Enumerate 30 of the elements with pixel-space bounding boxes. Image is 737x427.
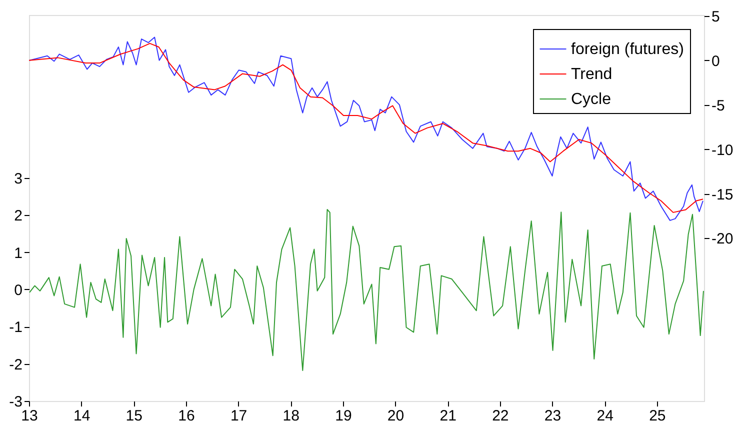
x-tick-label: 13 <box>21 408 38 424</box>
x-tick-label: 23 <box>544 408 562 424</box>
y2-tick-label: -10 <box>712 142 734 159</box>
y2-tick-label: -5 <box>712 97 725 114</box>
y-tick-label: 3 <box>14 170 22 188</box>
y2-tick-label: -20 <box>712 230 734 248</box>
y-tick-label: 0 <box>14 282 22 299</box>
y2-tick-label: 5 <box>712 8 720 26</box>
x-tick-label: 21 <box>440 408 456 424</box>
legend-label: foreign (futures) <box>571 41 684 58</box>
x-tick-label: 14 <box>73 408 90 424</box>
x-tick-label: 20 <box>387 408 404 424</box>
y-tick-label: -1 <box>9 319 22 336</box>
y-tick-label: 2 <box>14 208 22 225</box>
line-series <box>29 208 704 372</box>
x-tick-label: 17 <box>230 408 248 424</box>
y-tick-label: -2 <box>9 356 22 374</box>
y-tick-label: -3 <box>9 394 22 410</box>
x-tick-label: 16 <box>178 408 195 424</box>
x-tick-label: 24 <box>596 408 614 424</box>
x-tick-label: 22 <box>492 408 509 424</box>
y2-tick-label: 0 <box>712 52 720 70</box>
legend-label: Trend <box>571 66 612 83</box>
x-tick-label: 15 <box>126 408 142 424</box>
x-tick-label: 18 <box>282 408 300 424</box>
y-tick-label: 1 <box>14 244 22 262</box>
x-tick-label: 25 <box>649 408 666 424</box>
legend-label: Cycle <box>571 91 612 108</box>
y2-tick-label: -15 <box>712 186 734 204</box>
x-tick-label: 19 <box>335 408 352 424</box>
